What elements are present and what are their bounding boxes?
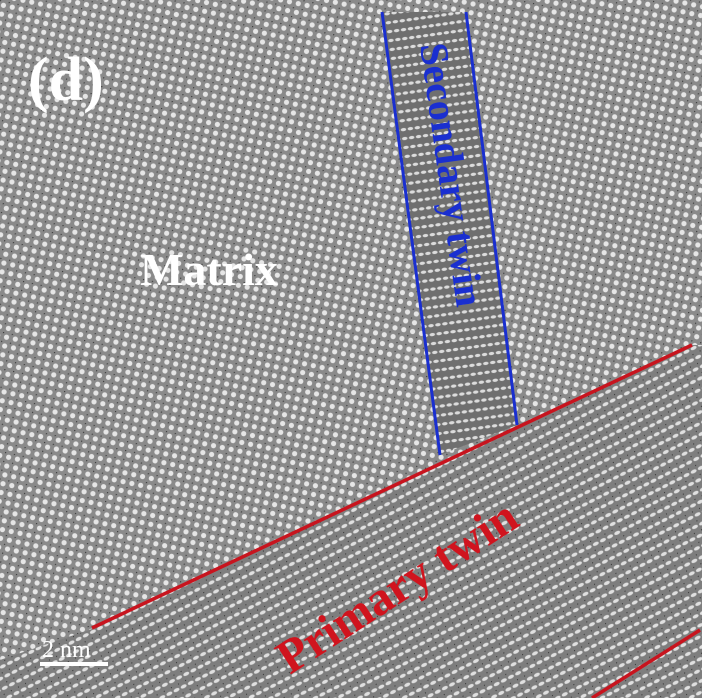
matrix-label: Matrix	[140, 244, 278, 295]
panel-label: (d)	[28, 46, 104, 114]
scale-bar-label: 2 nm	[42, 637, 91, 663]
micrograph: (d) Matrix Secondary twin Primary twin 2…	[0, 0, 702, 698]
